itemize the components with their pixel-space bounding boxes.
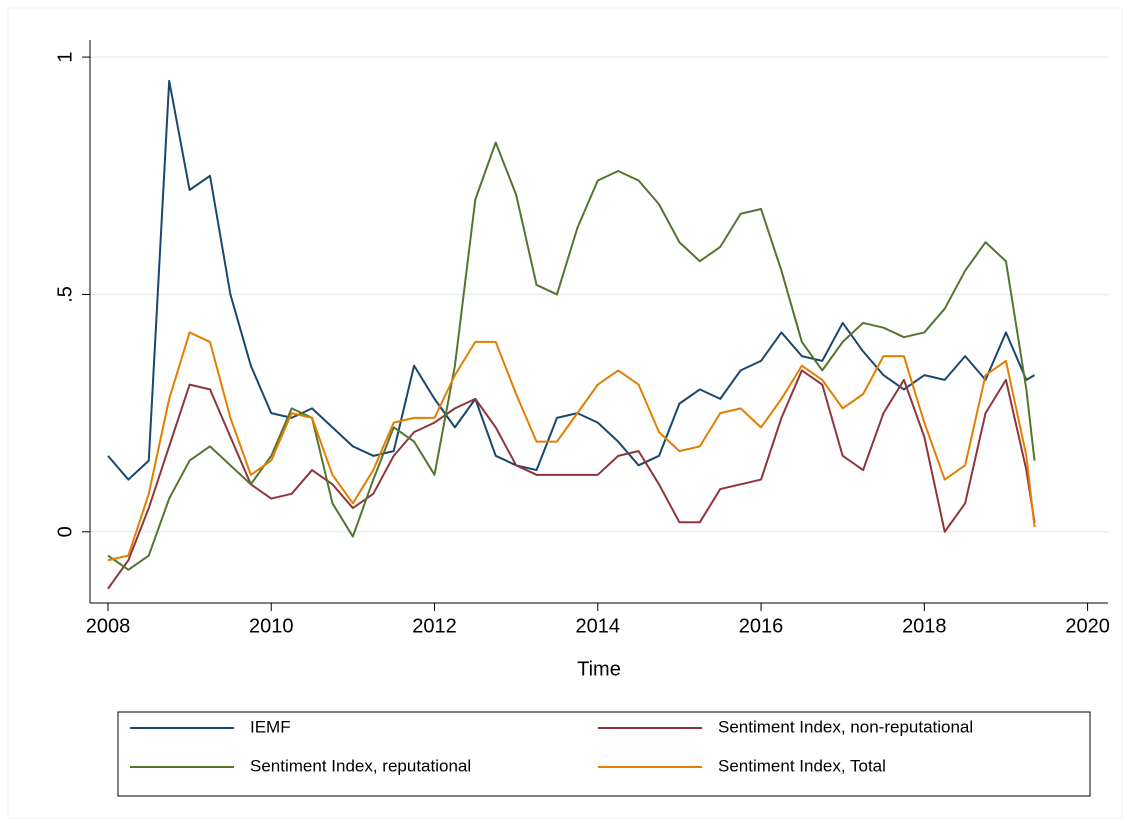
y-tick-label: 0 bbox=[54, 526, 76, 537]
graph-frame bbox=[7, 7, 1123, 819]
series-line bbox=[107, 79, 1036, 481]
legend-label: Sentiment Index, reputational bbox=[250, 756, 471, 775]
x-axis-title: Time bbox=[577, 658, 621, 680]
legend-label: IEMF bbox=[250, 717, 291, 736]
y-tick-label: 1 bbox=[54, 52, 76, 63]
legend-box bbox=[117, 711, 1091, 797]
x-tick-label: 2012 bbox=[412, 615, 457, 637]
series-line bbox=[107, 331, 1036, 562]
legend-label: Sentiment Index, Total bbox=[718, 756, 886, 775]
series-line bbox=[107, 369, 1036, 590]
x-tick-label: 2008 bbox=[86, 615, 131, 637]
legend-label: Sentiment Index, non-reputational bbox=[718, 717, 973, 736]
x-tick-label: 2016 bbox=[739, 615, 784, 637]
x-tick-label: 2014 bbox=[576, 615, 621, 637]
y-tick-label: .5 bbox=[54, 286, 76, 303]
x-tick-label: 2018 bbox=[902, 615, 947, 637]
x-tick-label: 2010 bbox=[249, 615, 294, 637]
x-tick-label: 2020 bbox=[1065, 615, 1110, 637]
